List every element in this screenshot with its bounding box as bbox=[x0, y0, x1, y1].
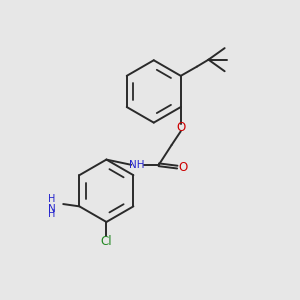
Text: H: H bbox=[48, 209, 56, 219]
Text: H: H bbox=[48, 194, 56, 204]
Text: Cl: Cl bbox=[100, 235, 112, 248]
Text: N: N bbox=[48, 204, 56, 214]
Text: O: O bbox=[176, 121, 185, 134]
Text: O: O bbox=[178, 160, 188, 174]
Text: NH: NH bbox=[129, 160, 145, 170]
